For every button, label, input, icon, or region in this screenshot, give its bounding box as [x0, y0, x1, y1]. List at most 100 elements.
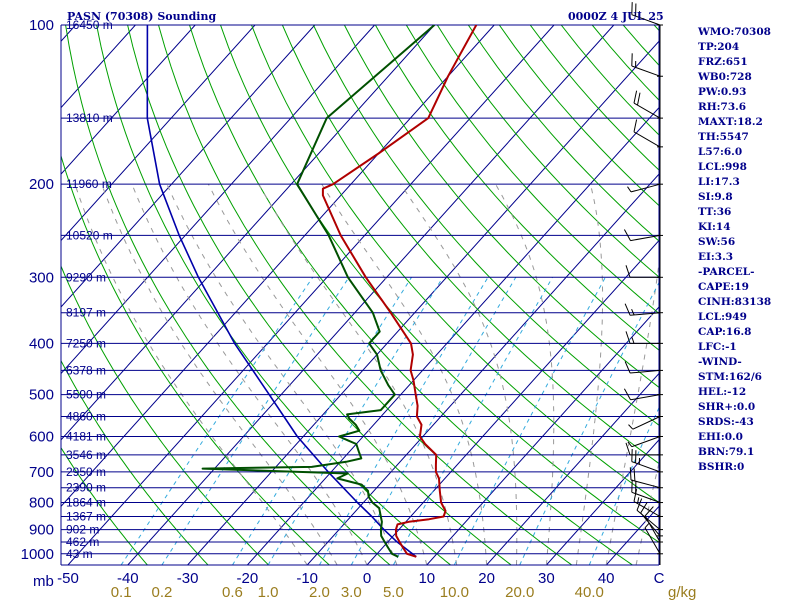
dry-adiabat [251, 25, 659, 504]
isotherm [67, 25, 555, 565]
dry-adiabat [61, 446, 148, 565]
dry-adiabat [127, 25, 512, 565]
wind-barb [633, 119, 661, 148]
height-label: 43 m [66, 547, 93, 561]
mixing-ratio-label: 10.0 [440, 584, 469, 600]
height-label: 1864 m [66, 496, 106, 510]
index-value: SW:56 [698, 236, 735, 248]
isotherm [61, 25, 316, 308]
isotherm [61, 25, 76, 42]
temperature-label: 30 [538, 570, 555, 587]
dry-adiabat [281, 25, 659, 465]
index-value: MAXT:18.2 [698, 116, 763, 128]
dry-adiabat [374, 25, 659, 351]
mixing-ratio-label: 1.0 [258, 584, 279, 600]
pressure-label: 300 [29, 269, 54, 286]
pressure-label: 700 [29, 464, 54, 481]
wind-barb [644, 522, 661, 555]
pressure-label: 400 [29, 335, 54, 352]
labels-layer: 0.1 0.2 0.6 1.0 2.0 3.0 5.0 10.0 20.0 40.01002003… [21, 17, 772, 600]
wind-barb [627, 436, 661, 448]
index-value: KI:14 [698, 221, 731, 233]
pressure-label: 1000 [21, 546, 54, 563]
moist-adiabat [207, 183, 428, 565]
wind-barb [625, 331, 660, 344]
temperature-label: -10 [296, 570, 318, 587]
index-value: LCL:949 [698, 311, 747, 323]
isotherm [61, 25, 196, 175]
dry-adiabat [591, 25, 659, 101]
height-label: 9290 m [66, 270, 106, 284]
dry-adiabat [61, 264, 269, 565]
isotherm [61, 25, 256, 242]
mixing-ratio-line [350, 277, 517, 565]
index-value: CINH:83138 [698, 296, 771, 308]
moist-adiabat [131, 184, 368, 565]
mixing-ratio-label: 20.0 [505, 584, 534, 600]
wind-barbs-layer [623, 2, 663, 565]
index-value: LI:17.3 [698, 176, 740, 188]
index-value: BSHR:0 [698, 461, 744, 473]
index-value: RH:73.6 [698, 101, 746, 113]
pressure-label: 800 [29, 495, 54, 512]
mixing-ratio-line [267, 277, 444, 565]
temperature-label: -50 [57, 570, 79, 587]
index-value: SI:9.8 [698, 191, 733, 203]
moist-adiabat [166, 183, 398, 565]
height-label: 4860 m [66, 410, 106, 424]
mixing-ratio-label: 3.0 [341, 584, 362, 600]
dry-adiabat [405, 25, 659, 315]
pressure-label: 600 [29, 428, 54, 445]
dry-adiabat [312, 25, 659, 426]
height-label: 13810 m [66, 111, 113, 125]
index-value: -PARCEL- [698, 266, 754, 278]
wind-barb [631, 479, 661, 503]
height-label: 462 m [66, 535, 99, 549]
index-value: LCL:998 [698, 161, 747, 173]
pressure-label: 200 [29, 176, 54, 193]
wind-barb [631, 53, 661, 77]
height-label: 902 m [66, 523, 99, 537]
index-value: EI:3.3 [698, 251, 733, 263]
pressure-label: 100 [29, 17, 54, 34]
grid-layer [61, 25, 659, 565]
dry-adiabat [529, 25, 659, 171]
height-label: 1367 m [66, 509, 106, 523]
mixing-ratio-label: 0.6 [222, 584, 243, 600]
index-value: L57:6.0 [698, 146, 742, 158]
dry-adiabat [96, 25, 451, 565]
dewpoint-trace [201, 25, 436, 558]
isotherm [127, 25, 615, 565]
moist-adiabat [400, 183, 518, 565]
index-value: CAP:16.8 [698, 326, 751, 338]
isobars-layer [60, 24, 660, 566]
index-value: TH:5547 [698, 131, 749, 143]
isotherm [187, 40, 659, 565]
chart-title: PASN (70308) Sounding [67, 10, 216, 23]
isotherm [426, 306, 659, 565]
moist-adiabat [635, 460, 659, 565]
height-label: 4181 m [66, 429, 106, 443]
mixing-ratio-label: 0.2 [152, 584, 173, 600]
pressure-label: 500 [29, 387, 54, 404]
index-value: WB0:728 [697, 71, 752, 83]
mixing-ratio-label: 2.0 [309, 584, 330, 600]
moist-adiabat [495, 183, 555, 565]
moist-adiabat [321, 183, 488, 565]
mixing-ratio-label: 0.1 [111, 584, 132, 600]
isotherm [247, 106, 659, 565]
isotherm [61, 25, 495, 508]
wind-barb [623, 229, 661, 242]
temperature-label: -20 [237, 570, 259, 587]
isotherm [486, 372, 659, 565]
pressure-label: 900 [29, 522, 54, 539]
isotherm [61, 25, 435, 441]
index-value: TP:204 [698, 41, 739, 53]
dry-adiabat [220, 25, 659, 543]
index-value: EHI:0.0 [698, 431, 743, 443]
moist-adiabat [605, 259, 659, 565]
mixing-ratio-line [519, 281, 659, 565]
index-value: SRDS:-43 [698, 416, 754, 428]
wind-barb [629, 467, 661, 489]
